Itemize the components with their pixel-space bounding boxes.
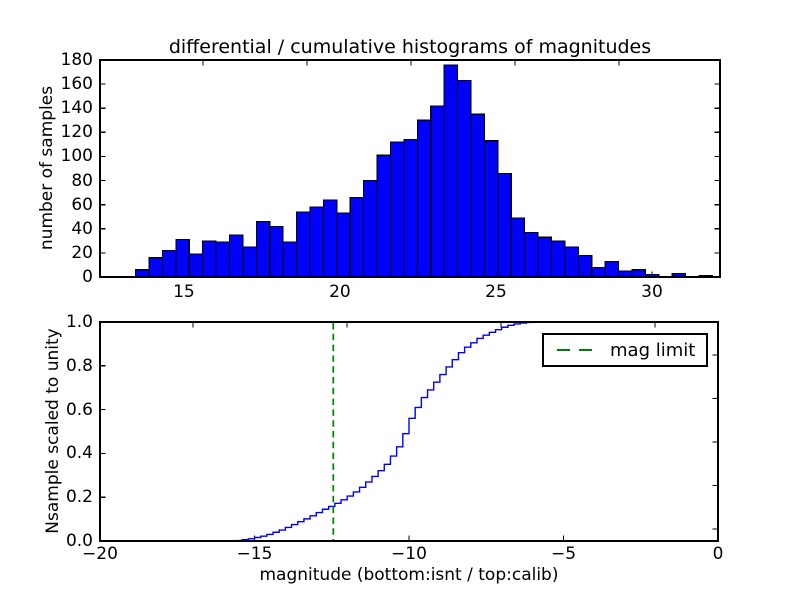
top-ytick-label: 0	[82, 267, 93, 287]
top-ytick-label: 180	[60, 50, 93, 70]
top-ytick-label: 140	[60, 98, 93, 119]
bottom-xlabel: magnitude (bottom:isnt / top:calib)	[259, 565, 559, 585]
bottom-ytick-label: 0.0	[65, 531, 93, 551]
top-xtick-label: 20	[329, 282, 351, 302]
bottom-xtick-label: −20	[82, 544, 118, 564]
top-ytick-label: 100	[60, 146, 93, 167]
top-ytick-label: 160	[60, 74, 93, 95]
top-xtick-label: 15	[173, 282, 195, 302]
bottom-xtick-label: −5	[550, 544, 577, 564]
bottom-xtick-label: −10	[391, 544, 427, 564]
bottom-ytick-label: 0.4	[65, 443, 93, 464]
bottom-ytick-label: 1.0	[65, 312, 93, 332]
legend-label: mag limit	[610, 339, 696, 361]
bottom-ytick-label: 0.2	[65, 487, 93, 508]
top-ytick-label: 120	[60, 122, 93, 143]
top-xtick-label: 25	[485, 282, 507, 302]
mag-limit-dash-icon	[557, 349, 595, 351]
chart-title: differential / cumulative histograms of …	[168, 36, 652, 58]
bottom-ytick-label: 0.8	[65, 355, 93, 376]
top-ytick-label: 20	[71, 242, 93, 263]
top-ytick-label: 80	[71, 170, 93, 191]
top-ytick-label: 60	[71, 194, 93, 215]
top-ytick-label: 40	[71, 218, 93, 239]
bottom-ytick-label: 0.6	[65, 399, 93, 420]
top-xtick-label: 30	[641, 282, 663, 302]
bottom-xtick-label: 0	[712, 544, 724, 564]
bottom-xtick-label: −15	[236, 544, 273, 564]
legend-box: mag limit	[542, 333, 708, 367]
